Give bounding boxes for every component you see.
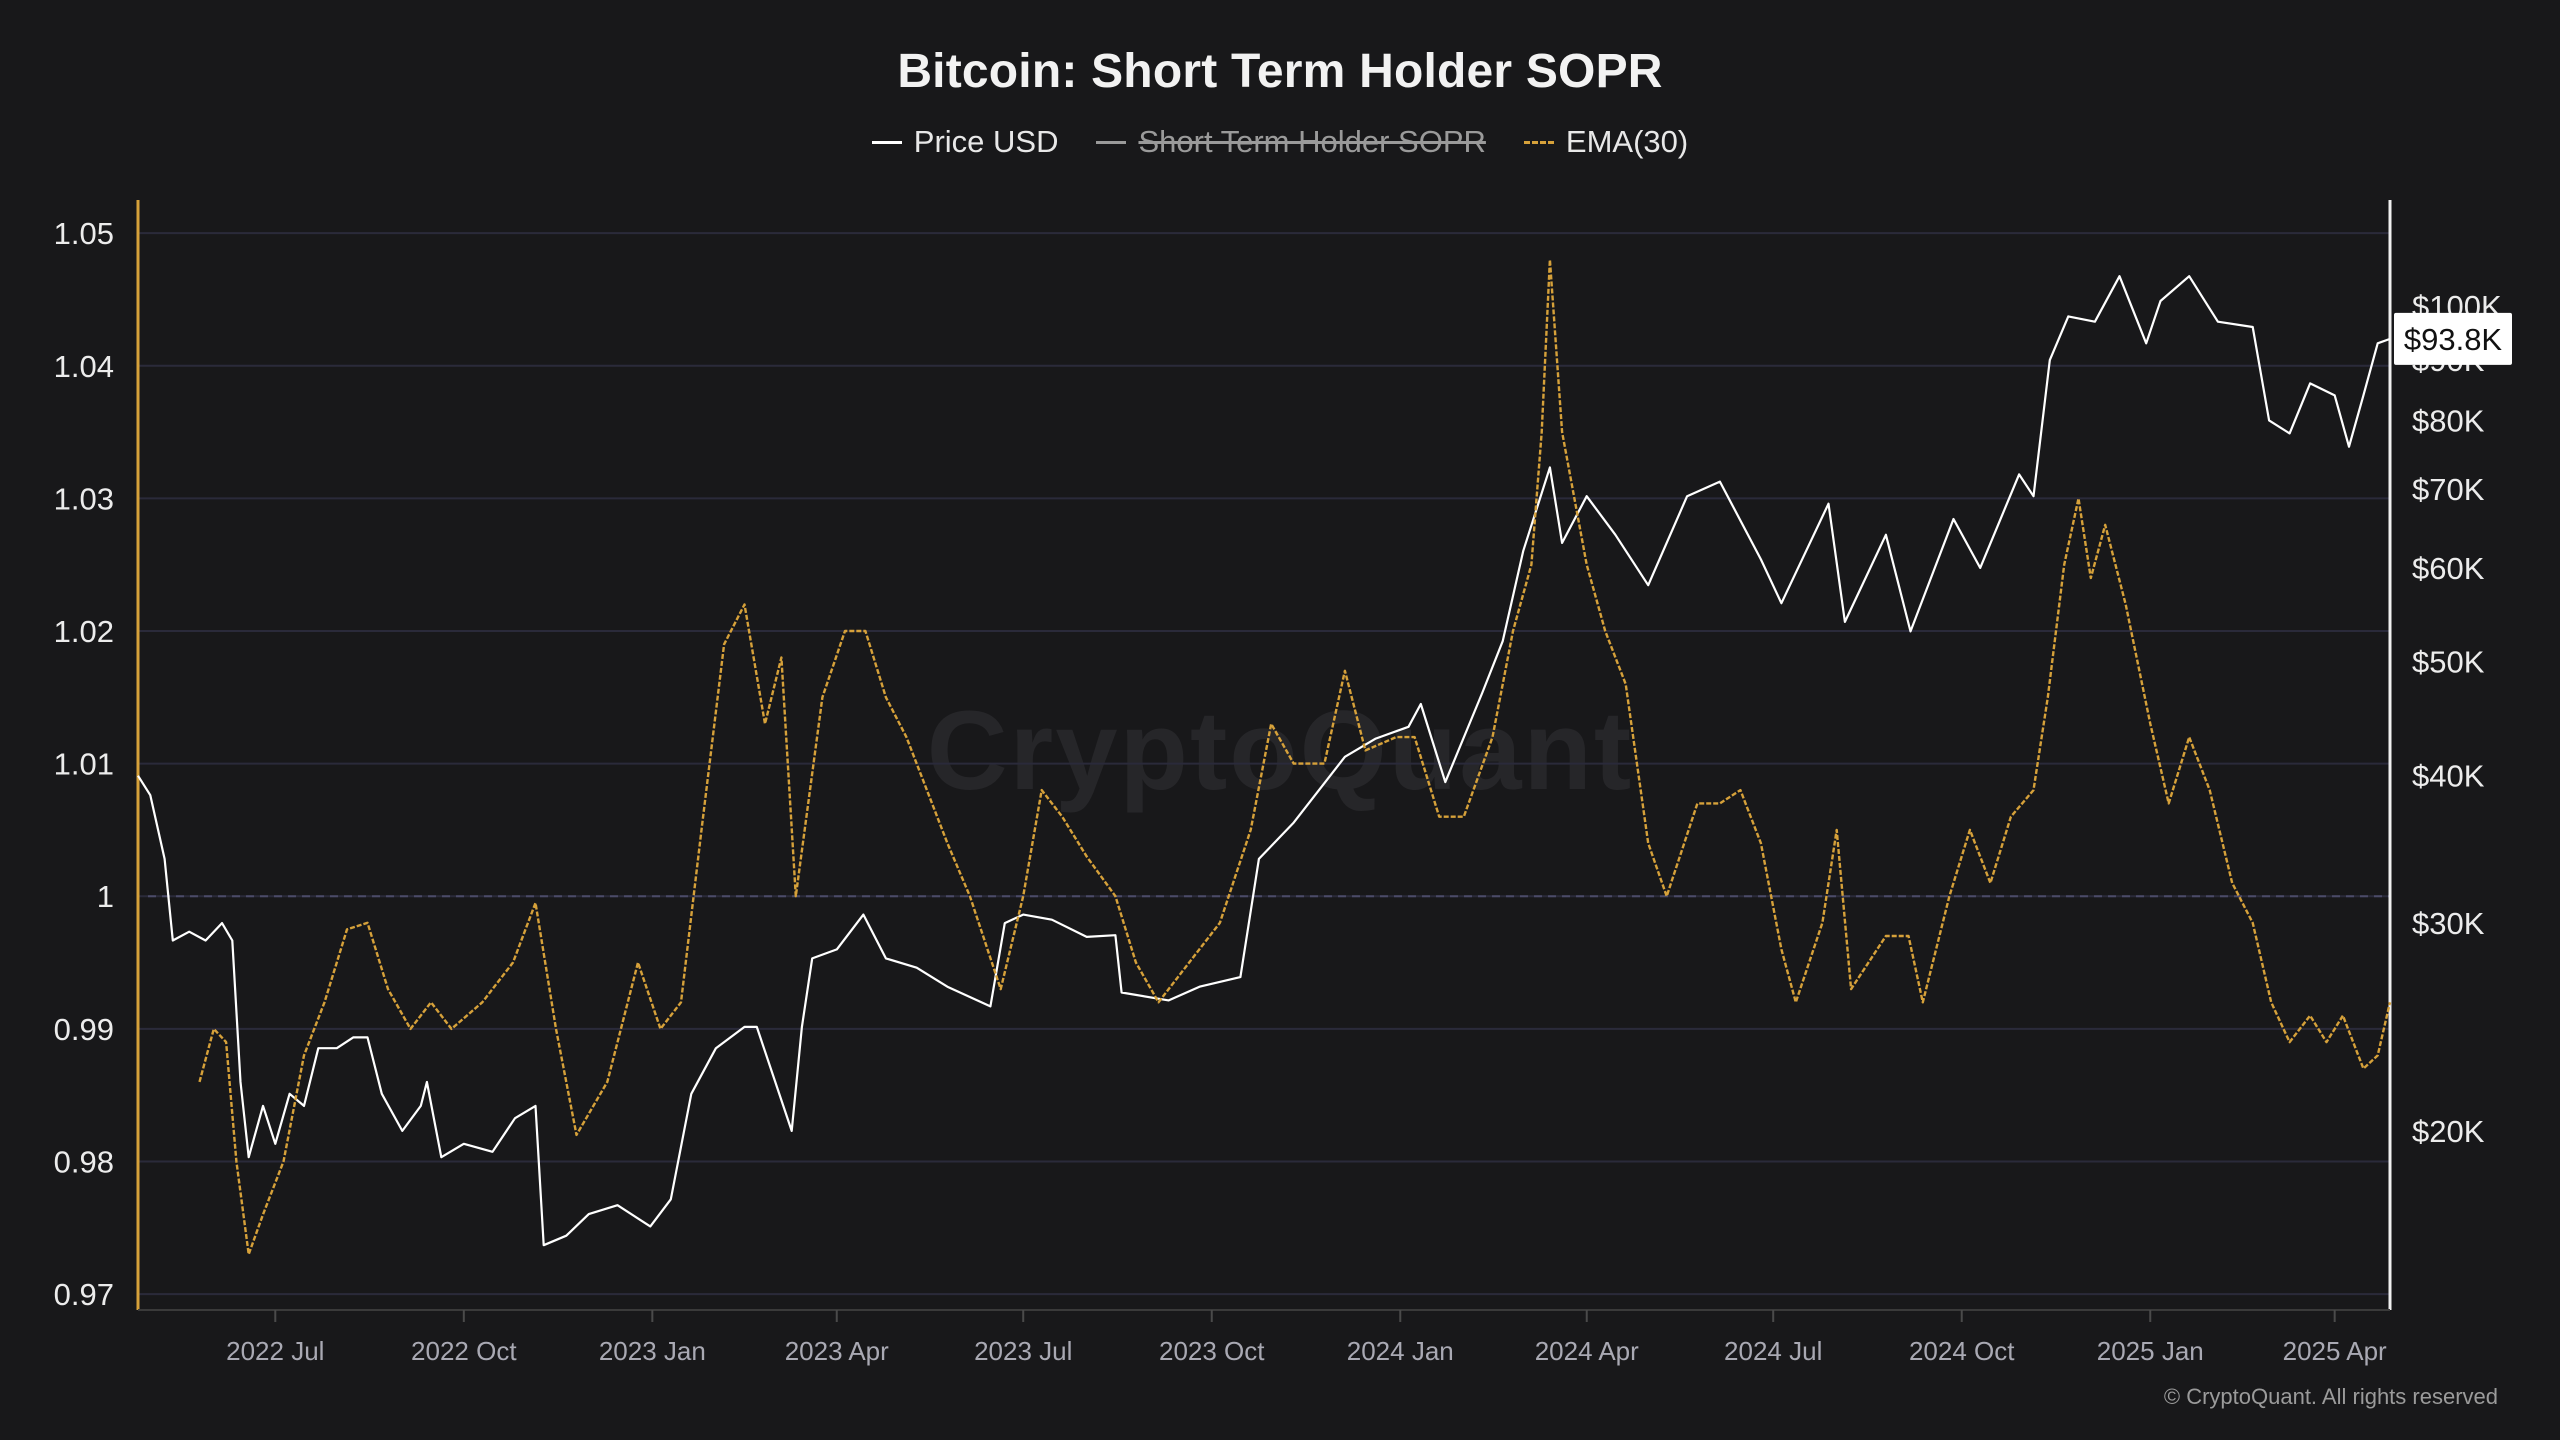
x-tick-label: 2024 Oct — [1909, 1336, 2015, 1366]
x-tick-label: 2023 Apr — [785, 1336, 889, 1366]
left-tick-label: 1.04 — [54, 349, 114, 384]
price-badge-label: $93.8K — [2404, 322, 2503, 357]
x-tick-label: 2023 Jan — [599, 1336, 706, 1366]
x-tick-label: 2024 Jul — [1724, 1336, 1822, 1366]
left-tick-label: 1.05 — [54, 216, 114, 251]
legend-item-sopr[interactable]: Short Term Holder SOPR — [1096, 124, 1486, 160]
x-tick-label: 2025 Apr — [2283, 1336, 2387, 1366]
right-tick-label: $30K — [2412, 906, 2485, 941]
right-tick-label: $80K — [2412, 403, 2485, 438]
left-tick-label: 0.98 — [54, 1144, 114, 1179]
x-tick-label: 2022 Oct — [411, 1336, 517, 1366]
x-tick-label: 2024 Apr — [1535, 1336, 1639, 1366]
legend-swatch-ema — [1523, 140, 1554, 144]
legend-label-ema: EMA(30) — [1565, 124, 1689, 159]
left-tick-label: 1.02 — [54, 614, 114, 649]
price-badge-bg — [2394, 312, 2512, 365]
left-tick-label: 0.99 — [54, 1012, 114, 1047]
legend: Price USD Short Term Holder SOPR EMA(30) — [0, 124, 2560, 160]
x-tick-label: 2022 Jul — [226, 1336, 324, 1366]
legend-label-sopr: Short Term Holder SOPR — [1138, 124, 1486, 159]
left-tick-label: 1 — [97, 879, 114, 914]
legend-item-ema[interactable]: EMA(30) — [1523, 124, 1689, 160]
x-tick-label: 2023 Oct — [1159, 1336, 1265, 1366]
series-line-ema-30- — [198, 258, 2392, 1256]
right-tick-label: $60K — [2412, 551, 2485, 586]
legend-label-price: Price USD — [913, 124, 1059, 159]
left-tick-label: 1.03 — [54, 481, 114, 516]
series-line-price-usd — [137, 275, 2391, 1247]
x-tick-label: 2023 Jul — [974, 1336, 1072, 1366]
right-tick-label: $70K — [2412, 472, 2485, 507]
left-tick-label: 0.97 — [54, 1277, 114, 1312]
legend-swatch-price — [871, 140, 902, 144]
x-tick-label: 2024 Jan — [1347, 1336, 1454, 1366]
x-tick-label: 2025 Jan — [2097, 1336, 2204, 1366]
copyright-credit: © CryptoQuant. All rights reserved — [2163, 1384, 2498, 1409]
right-tick-label: $20K — [2412, 1114, 2485, 1149]
right-tick-label: $40K — [2412, 759, 2485, 794]
legend-item-price[interactable]: Price USD — [871, 124, 1059, 160]
legend-swatch-sopr — [1096, 140, 1127, 144]
right-tick-label: $50K — [2412, 644, 2485, 679]
left-tick-label: 1.01 — [54, 747, 114, 782]
chart-title: Bitcoin: Short Term Holder SOPR — [897, 45, 1663, 98]
